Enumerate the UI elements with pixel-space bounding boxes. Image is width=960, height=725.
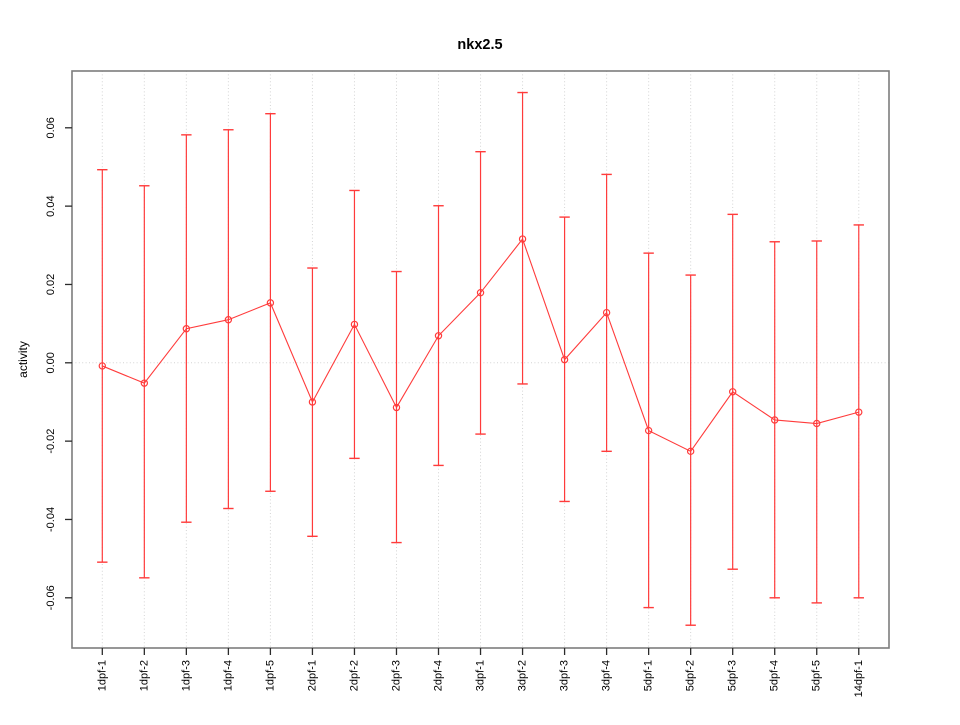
y-tick-label: 0.02 — [45, 274, 57, 295]
x-tick-label: 2dpf-2 — [348, 660, 360, 691]
data-point-marker — [813, 419, 821, 428]
data-point-marker — [140, 379, 149, 387]
data-point-marker — [602, 308, 611, 317]
chart-title: nkx2.5 — [457, 37, 502, 53]
x-tick-label: 3dpf-2 — [517, 660, 529, 691]
x-tick-label: 3dpf-4 — [601, 660, 613, 691]
x-tick-label: 2dpf-4 — [433, 660, 445, 691]
error-bar — [139, 185, 150, 579]
data-point-marker — [644, 426, 653, 435]
data-point-marker — [518, 235, 527, 243]
x-tick-label: 1dpf-5 — [264, 660, 276, 691]
data-point-marker — [182, 325, 191, 333]
axes-layer: -0.06 -0.04 -0.02 0.00 0.02 0.04 0.06 1dpf-1 1dp… — [45, 117, 865, 697]
x-tick-label: 1dpf-1 — [96, 660, 108, 691]
y-tick-label: 0.00 — [45, 352, 57, 373]
x-tick-label: 5dpf-2 — [685, 660, 697, 691]
x-tick-label: 5dpf-5 — [811, 660, 823, 691]
x-tick-label: 2dpf-1 — [306, 660, 318, 691]
data-layer — [97, 91, 864, 626]
x-tick-label: 1dpf-2 — [138, 660, 150, 691]
error-bar — [853, 224, 864, 599]
x-tick-label: 14dpf-1 — [853, 660, 865, 697]
data-point-marker — [350, 320, 359, 329]
x-tick-label: 2dpf-3 — [390, 660, 402, 691]
error-bar — [811, 240, 822, 604]
data-point-marker — [98, 362, 107, 370]
x-tick-label: 5dpf-4 — [769, 660, 781, 691]
y-tick-label: -0.04 — [45, 507, 57, 532]
data-point-marker — [224, 316, 233, 324]
x-tick-label: 1dpf-4 — [222, 660, 234, 691]
x-tick-label: 3dpf-1 — [475, 660, 487, 691]
y-tick-label: 0.06 — [45, 117, 57, 138]
series-line — [102, 237, 859, 453]
y-tick-label: -0.02 — [45, 429, 57, 454]
y-tick-label: 0.04 — [45, 195, 57, 216]
data-point-marker — [855, 408, 863, 416]
data-point-marker — [476, 288, 485, 297]
y-tick-label: -0.06 — [45, 585, 57, 610]
data-point-marker — [686, 447, 695, 456]
data-point-marker — [308, 398, 317, 406]
error-bar — [685, 274, 696, 626]
x-tick-label: 5dpf-1 — [643, 660, 655, 691]
data-point-marker — [266, 299, 275, 307]
data-point-marker — [434, 332, 443, 340]
x-tick-label: 3dpf-3 — [559, 660, 571, 691]
y-axis-title: activity — [16, 341, 30, 378]
data-point-marker — [560, 355, 569, 364]
data-point-marker — [392, 403, 401, 412]
data-point-marker — [728, 388, 737, 396]
x-tick-label: 1dpf-3 — [180, 660, 192, 691]
data-point-marker — [771, 416, 779, 424]
x-tick-label: 5dpf-3 — [727, 660, 739, 691]
